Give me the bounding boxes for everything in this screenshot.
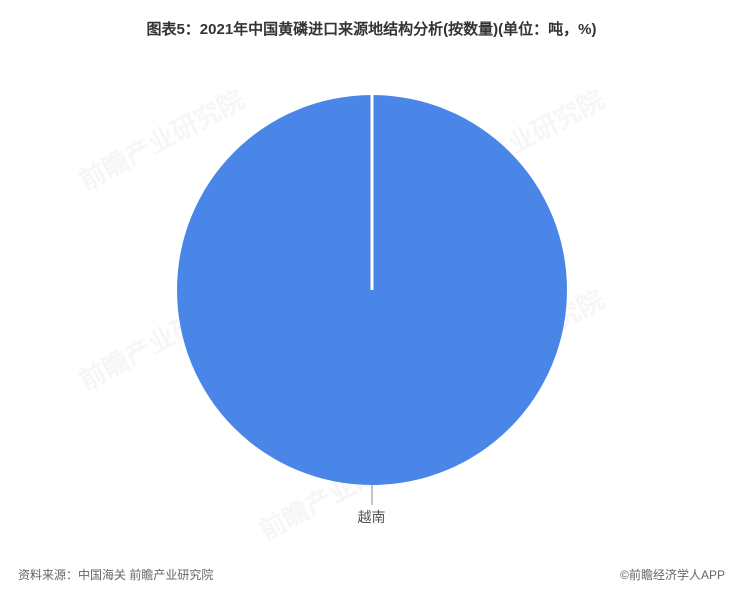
leader-line — [371, 485, 372, 505]
chart-title: 图表5：2021年中国黄磷进口来源地结构分析(按数量)(单位：吨，%) — [0, 18, 743, 39]
pie-chart: 越南 — [177, 95, 567, 485]
source-attribution: 资料来源：中国海关 前瞻产业研究院 — [18, 566, 213, 583]
app-attribution: ©前瞻经济学人APP — [620, 566, 725, 583]
pie-gap — [370, 95, 373, 290]
slice-label-vietnam: 越南 — [358, 507, 386, 527]
